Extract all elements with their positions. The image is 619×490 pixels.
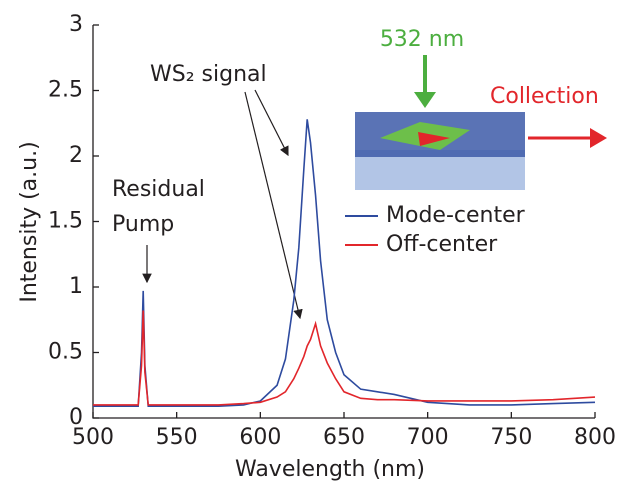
legend-label: Mode-center xyxy=(386,203,526,228)
arrow xyxy=(254,89,289,157)
arrow xyxy=(244,91,303,320)
y-tick-label: 0.5 xyxy=(48,340,83,365)
x-tick-label: 750 xyxy=(490,425,532,450)
y-tick-label: 0 xyxy=(69,405,83,430)
annotation: WS₂ signal xyxy=(150,62,267,87)
y-tick-label: 1 xyxy=(69,274,83,299)
x-tick-label: 800 xyxy=(574,425,616,450)
x-tick-label: 700 xyxy=(407,425,449,450)
x-axis-label: Wavelength (nm) xyxy=(235,457,425,482)
annotation: Pump xyxy=(112,212,174,237)
x-tick-label: 600 xyxy=(239,425,281,450)
y-tick-label: 2 xyxy=(69,143,83,168)
annotation: 532 nm xyxy=(380,27,464,52)
y-tick-label: 3 xyxy=(69,12,83,37)
y-axis-label: Intensity (a.u.) xyxy=(17,141,42,302)
x-tick-label: 550 xyxy=(156,425,198,450)
annotation: Residual xyxy=(112,177,205,202)
x-tick-label: 650 xyxy=(323,425,365,450)
data-line xyxy=(93,310,596,406)
y-tick-label: 1.5 xyxy=(48,209,83,234)
schematic xyxy=(355,55,607,190)
annotation: Collection xyxy=(490,84,599,109)
legend-label: Off-center xyxy=(386,232,498,257)
y-tick-label: 2.5 xyxy=(48,78,83,103)
x-tick-label: 500 xyxy=(72,425,114,450)
